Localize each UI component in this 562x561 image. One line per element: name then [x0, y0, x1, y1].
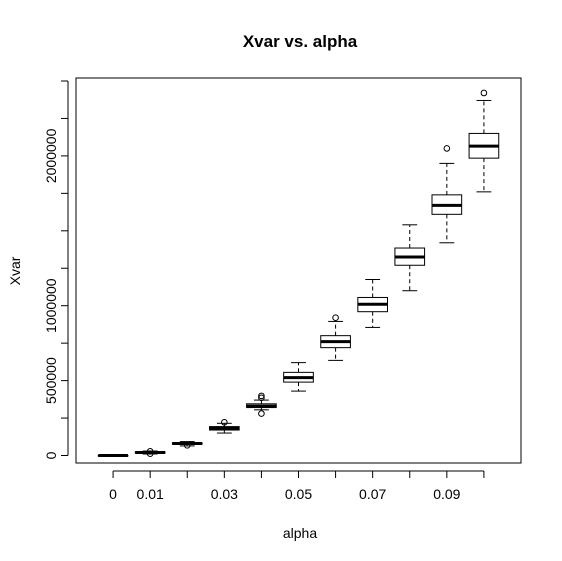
box-0.08 [394, 224, 426, 292]
y-axis-label: Xvar [7, 256, 23, 285]
x-tick-label: 0.07 [359, 486, 386, 502]
outlier-point [443, 145, 451, 152]
x-tick-label: 0.03 [211, 486, 238, 502]
box-0.02 [171, 441, 203, 449]
y-tick-label: 2000000 [43, 128, 59, 183]
outlier-point [480, 89, 488, 97]
plot-frame [75, 77, 522, 464]
outlier-point [221, 418, 228, 426]
outlier-point [258, 394, 265, 402]
box-0.03 [209, 418, 240, 434]
box-0.06 [320, 314, 351, 361]
box-0 [97, 454, 129, 458]
box-0.04 [246, 392, 277, 417]
outlier-point [332, 314, 339, 321]
boxes [97, 89, 500, 458]
outlier-point [146, 450, 154, 458]
chart-title: Xvar vs. alpha [243, 32, 358, 51]
box-0.09 [431, 145, 463, 244]
outlier-point [258, 410, 265, 417]
y-tick-label: 0 [43, 451, 59, 459]
x-tick-label: 0.01 [137, 486, 164, 502]
outlier-point [183, 442, 191, 449]
outlier-point [258, 392, 265, 400]
y-axis: 0 500000 1000000 2000000 [43, 80, 69, 459]
x-axis-label: alpha [283, 525, 317, 541]
x-tick-label: 0.05 [285, 486, 312, 502]
x-axis: 0 0.01 0.03 0.05 0.07 0.09 [109, 470, 485, 502]
y-tick-label: 1000000 [43, 278, 59, 333]
x-tick-label: 0 [109, 486, 117, 502]
y-tick-label: 500000 [43, 357, 59, 404]
outlier-point [146, 448, 154, 455]
box-0.1 [468, 89, 500, 193]
x-tick-label: 0.09 [433, 486, 460, 502]
box-0.07 [357, 278, 389, 328]
box-0.01 [134, 448, 166, 458]
box-0.05 [283, 362, 314, 392]
